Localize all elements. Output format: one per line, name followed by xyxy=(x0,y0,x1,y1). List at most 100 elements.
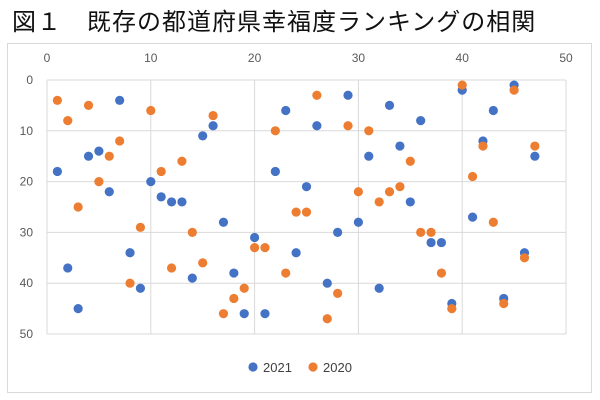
point-2020 xyxy=(73,202,83,212)
point-2021 xyxy=(384,100,395,110)
legend-label-2020: 2020 xyxy=(323,360,352,375)
point-2020 xyxy=(312,90,322,100)
point-2020 xyxy=(63,116,73,126)
point-2021 xyxy=(250,232,260,243)
point-2021 xyxy=(104,187,114,197)
point-2020 xyxy=(416,227,426,237)
x-tick-label: 0 xyxy=(44,51,51,65)
point-2020 xyxy=(125,278,135,288)
x-tick-label: 40 xyxy=(456,51,470,65)
point-2020 xyxy=(291,207,301,217)
y-tick-label: 0 xyxy=(26,73,33,87)
legend-label-2021: 2021 xyxy=(263,360,292,375)
point-2020 xyxy=(135,222,146,232)
point-2021 xyxy=(115,95,125,105)
point-2021 xyxy=(208,121,218,131)
x-tick-label: 50 xyxy=(559,51,573,65)
y-tick-label: 20 xyxy=(20,175,34,189)
point-2021 xyxy=(187,273,197,283)
y-tick-label: 40 xyxy=(20,276,34,290)
y-tick-label: 10 xyxy=(20,124,34,138)
x-tick-label: 20 xyxy=(248,51,262,65)
point-2021 xyxy=(52,166,62,177)
point-2021 xyxy=(301,182,312,192)
grid-lines xyxy=(46,79,567,335)
point-2021 xyxy=(405,197,415,207)
point-2021 xyxy=(94,146,104,156)
point-2020 xyxy=(384,187,395,197)
point-2020 xyxy=(426,227,436,237)
point-2021 xyxy=(364,151,374,161)
point-2021 xyxy=(291,248,301,258)
point-2020 xyxy=(281,268,291,278)
point-2021 xyxy=(229,268,239,278)
point-2020 xyxy=(301,207,312,217)
point-2020 xyxy=(83,100,94,110)
point-2020 xyxy=(343,121,353,131)
point-2021 xyxy=(73,304,83,314)
point-2021 xyxy=(530,151,540,161)
point-2021 xyxy=(270,166,280,177)
legend: 2021 2020 xyxy=(248,360,352,375)
point-2020 xyxy=(353,187,363,197)
point-2020 xyxy=(229,293,239,304)
point-2021 xyxy=(343,90,353,100)
chart-title: 図１ 既存の都道府県幸福度ランキングの相関 xyxy=(12,8,537,36)
point-2020 xyxy=(218,309,229,319)
point-2020 xyxy=(447,304,457,314)
point-2021 xyxy=(218,217,229,227)
point-2021 xyxy=(416,116,426,126)
x-axis-ticks: 0 10 20 30 40 50 xyxy=(44,51,573,65)
point-2020 xyxy=(488,217,498,227)
point-2020 xyxy=(509,85,519,95)
point-2021 xyxy=(83,151,94,161)
chart-area xyxy=(7,43,592,393)
point-2020 xyxy=(146,105,156,116)
point-2021 xyxy=(125,248,135,258)
point-2020 xyxy=(405,156,415,166)
point-2020 xyxy=(52,95,62,105)
point-2020 xyxy=(374,197,384,207)
point-2021 xyxy=(436,237,447,248)
point-2020 xyxy=(457,80,467,90)
point-2021 xyxy=(166,197,177,207)
point-2021 xyxy=(353,217,363,227)
y-tick-label: 50 xyxy=(20,327,34,341)
point-2021 xyxy=(135,283,146,293)
point-2021 xyxy=(198,131,208,141)
point-2021 xyxy=(426,237,436,248)
point-2021 xyxy=(177,197,187,207)
x-tick-label: 10 xyxy=(144,51,158,65)
point-2020 xyxy=(270,126,280,136)
data-points xyxy=(52,80,540,324)
point-2021 xyxy=(63,263,73,273)
point-2020 xyxy=(395,182,405,192)
point-2020 xyxy=(166,263,177,273)
point-2020 xyxy=(333,288,343,298)
y-axis-ticks: 0 10 20 30 40 50 xyxy=(20,73,34,341)
point-2020 xyxy=(478,141,488,151)
point-2021 xyxy=(239,309,249,319)
point-2020 xyxy=(94,177,104,187)
y-tick-label: 30 xyxy=(20,225,34,239)
point-2021 xyxy=(281,105,291,116)
legend-marker-2021 xyxy=(248,362,258,372)
point-2021 xyxy=(260,309,270,319)
point-2020 xyxy=(177,156,187,166)
point-2021 xyxy=(467,212,478,222)
point-2020 xyxy=(260,243,270,253)
point-2021 xyxy=(312,121,322,131)
point-2021 xyxy=(374,283,384,293)
point-2020 xyxy=(499,298,509,309)
point-2020 xyxy=(250,243,260,253)
point-2021 xyxy=(322,278,332,288)
point-2020 xyxy=(239,283,249,293)
point-2021 xyxy=(333,227,343,237)
point-2021 xyxy=(146,177,156,187)
point-2020 xyxy=(156,166,166,177)
point-2020 xyxy=(187,227,197,237)
point-2021 xyxy=(395,141,405,151)
point-2020 xyxy=(322,314,332,324)
point-2020 xyxy=(519,253,530,263)
x-tick-label: 30 xyxy=(352,51,366,65)
